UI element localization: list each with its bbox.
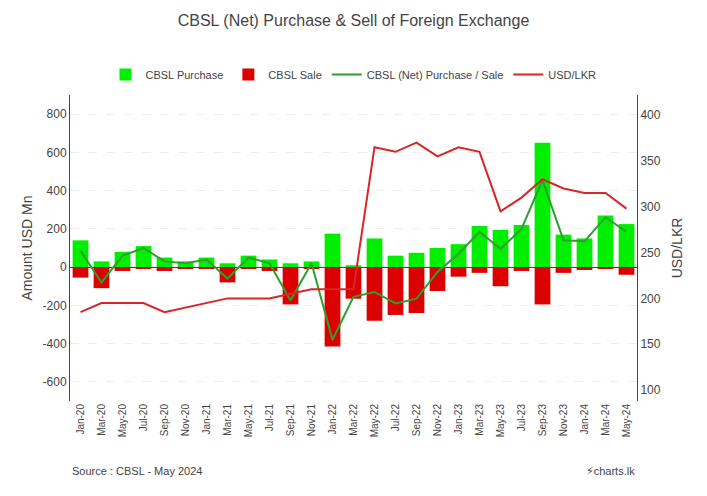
svg-text:Jul-21: Jul-21: [264, 404, 275, 432]
svg-text:Nov-21: Nov-21: [306, 404, 317, 437]
svg-text:-200: -200: [43, 299, 67, 313]
svg-text:Nov-23: Nov-23: [558, 404, 569, 437]
svg-text:Mar-20: Mar-20: [96, 404, 107, 436]
svg-text:100: 100: [640, 383, 660, 397]
svg-text:CBSL (Net) Purchase / Sale: CBSL (Net) Purchase / Sale: [367, 69, 504, 81]
svg-text:May-22: May-22: [369, 404, 380, 438]
svg-text:Mar-22: Mar-22: [348, 404, 359, 436]
svg-text:0: 0: [60, 260, 67, 274]
svg-text:Sep-22: Sep-22: [411, 404, 422, 437]
svg-text:300: 300: [640, 200, 660, 214]
svg-text:Sep-21: Sep-21: [285, 404, 296, 437]
svg-text:May-24: May-24: [621, 404, 632, 438]
svg-text:May-21: May-21: [243, 404, 254, 438]
svg-text:Mar-21: Mar-21: [222, 404, 233, 436]
svg-text:400: 400: [47, 184, 67, 198]
svg-text:May-23: May-23: [495, 404, 506, 438]
svg-text:Jul-23: Jul-23: [516, 404, 527, 432]
svg-text:150: 150: [640, 337, 660, 351]
svg-text:USD/LKR: USD/LKR: [548, 69, 596, 81]
svg-text:Jul-20: Jul-20: [138, 404, 149, 432]
svg-text:400: 400: [640, 108, 660, 122]
svg-text:200: 200: [640, 292, 660, 306]
svg-text:Mar-23: Mar-23: [474, 404, 485, 436]
svg-text:350: 350: [640, 154, 660, 168]
svg-text:600: 600: [47, 146, 67, 160]
svg-text:200: 200: [47, 222, 67, 236]
svg-text:CBSL (Net) Purchase & Sell of: CBSL (Net) Purchase & Sell of Foreign Ex…: [178, 12, 530, 29]
svg-text:-600: -600: [43, 375, 67, 389]
svg-text:250: 250: [640, 246, 660, 260]
svg-text:⚡charts.lk: ⚡charts.lk: [586, 465, 635, 477]
svg-text:May-20: May-20: [117, 404, 128, 438]
svg-text:Source : CBSL - May 2024: Source : CBSL - May 2024: [72, 465, 202, 477]
svg-text:USD/LKR: USD/LKR: [669, 218, 685, 279]
svg-text:CBSL Sale: CBSL Sale: [268, 69, 321, 81]
svg-text:Jan-20: Jan-20: [75, 404, 86, 435]
svg-text:Jan-23: Jan-23: [453, 404, 464, 435]
svg-text:CBSL Purchase: CBSL Purchase: [146, 69, 224, 81]
svg-text:800: 800: [47, 107, 67, 121]
svg-text:Amount USD Mn: Amount USD Mn: [19, 195, 35, 300]
svg-text:Jan-22: Jan-22: [327, 404, 338, 435]
svg-text:Mar-24: Mar-24: [600, 404, 611, 436]
svg-text:Sep-20: Sep-20: [159, 404, 170, 437]
svg-text:Nov-22: Nov-22: [432, 404, 443, 437]
svg-text:-400: -400: [43, 337, 67, 351]
svg-text:Jul-22: Jul-22: [390, 404, 401, 432]
svg-text:Sep-23: Sep-23: [537, 404, 548, 437]
svg-text:Jan-21: Jan-21: [201, 404, 212, 435]
svg-text:Nov-20: Nov-20: [180, 404, 191, 437]
svg-text:Jan-24: Jan-24: [579, 404, 590, 435]
